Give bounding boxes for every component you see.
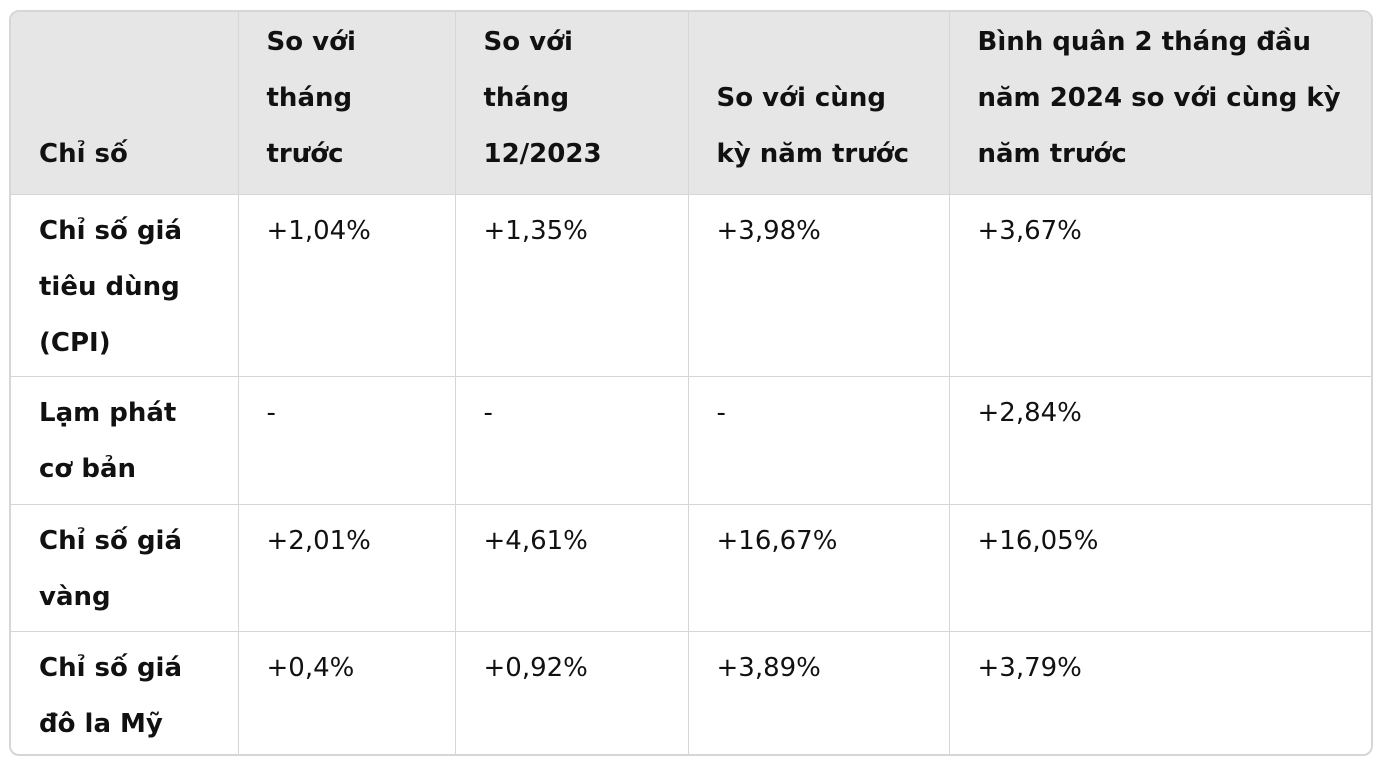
table-cell: +3,67% [949, 194, 1371, 377]
table-cell: +2,01% [238, 504, 456, 632]
table-body: Chỉ số giá tiêu dùng (CPI) +1,04% +1,35%… [11, 194, 1371, 754]
table-cell: +16,67% [688, 504, 950, 632]
header-cell-vs-same-period-last-year: So với cùng kỳ năm trước [688, 12, 950, 195]
table-cell: +0,4% [238, 631, 456, 754]
table-row: Chỉ số giá tiêu dùng (CPI) +1,04% +1,35%… [11, 194, 1371, 377]
table-row: Lạm phát cơ bản - - - +2,84% [11, 376, 1371, 505]
table-cell: +1,35% [455, 194, 689, 377]
row-label: Chỉ số giá tiêu dùng (CPI) [11, 194, 239, 377]
row-label: Chỉ số giá vàng [11, 504, 239, 632]
table-cell: +16,05% [949, 504, 1371, 632]
header-cell-index: Chỉ số [11, 12, 239, 195]
table-cell: +3,79% [977, 652, 1082, 683]
table-row: Chỉ số giá vàng +2,01% +4,61% +16,67% +1… [11, 504, 1371, 632]
table-cell: - [688, 376, 950, 505]
price-index-table: Chỉ số So với tháng trước So với tháng 1… [11, 12, 1371, 754]
header-row: Chỉ số So với tháng trước So với tháng 1… [11, 12, 1371, 195]
table-cell: +2,84% [949, 376, 1371, 505]
table-cell: - [238, 376, 456, 505]
header-cell-two-month-average: Bình quân 2 tháng đầu năm 2024 so với cù… [949, 12, 1371, 195]
price-index-table-container: Chỉ số So với tháng trước So với tháng 1… [9, 10, 1373, 756]
table-cell: +3,98% [688, 194, 950, 377]
header-cell-vs-previous-month: So với tháng trước [238, 12, 456, 195]
row-label: Lạm phát cơ bản [11, 376, 239, 505]
row-label: Chỉ số giá đô la Mỹ [11, 631, 239, 754]
table-cell: +1,04% [238, 194, 456, 377]
table-cell: - [455, 376, 689, 505]
header-cell-vs-december-2023: So với tháng 12/2023 [455, 12, 689, 195]
table-cell: +0,92% [455, 631, 689, 754]
table-cell: +4,61% [455, 504, 689, 632]
table-cell: +3,89% [688, 631, 950, 754]
table-row: Chỉ số giá đô la Mỹ +0,4% +0,92% +3,89% … [11, 631, 1371, 754]
table-header: Chỉ số So với tháng trước So với tháng 1… [11, 12, 1371, 195]
